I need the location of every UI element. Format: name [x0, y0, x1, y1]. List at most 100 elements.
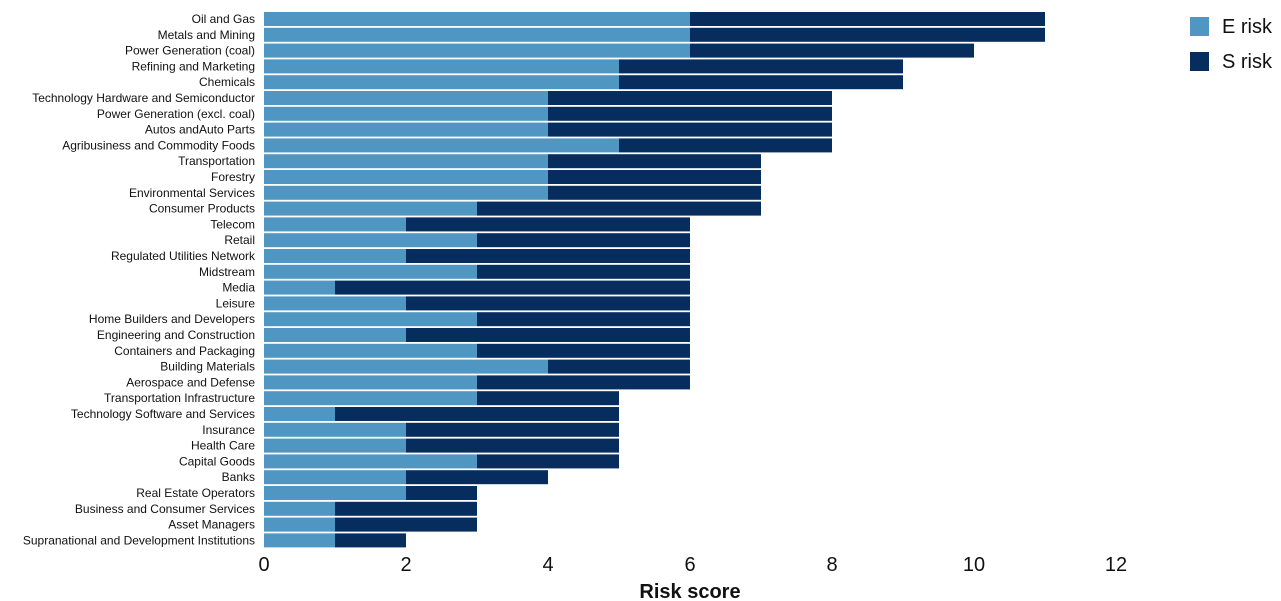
x-tick-label: 8 — [826, 554, 837, 576]
category-label: Capital Goods — [179, 454, 255, 468]
bar-e-risk — [264, 359, 548, 374]
bar-s-risk — [619, 138, 832, 153]
bar-e-risk — [264, 470, 406, 485]
bar-s-risk — [406, 296, 690, 311]
category-label: Transportation — [178, 154, 255, 168]
x-tick-label: 6 — [684, 554, 695, 576]
category-label: Agribusiness and Commodity Foods — [62, 138, 255, 152]
bar-e-risk — [264, 170, 548, 184]
category-label: Leisure — [216, 296, 256, 310]
bar-e-risk — [264, 27, 690, 42]
bar-s-risk — [548, 185, 761, 200]
category-label: Banks — [222, 470, 255, 484]
bar-s-risk — [548, 170, 761, 184]
category-label: Transportation Infrastructure — [104, 391, 255, 405]
category-label: Oil and Gas — [192, 12, 255, 26]
bar-s-risk — [335, 533, 406, 548]
bar-e-risk — [264, 501, 335, 516]
bar-e-risk — [264, 517, 335, 532]
category-label: Aerospace and Defense — [126, 375, 255, 389]
category-label: Telecom — [210, 217, 255, 231]
bar-e-risk — [264, 533, 335, 548]
bar-e-risk — [264, 122, 548, 137]
category-label: Midstream — [199, 265, 255, 279]
category-label: Chemicals — [199, 75, 255, 89]
bar-s-risk — [477, 264, 690, 279]
bar-e-risk — [264, 264, 477, 279]
category-label: Supranational and Development Institutio… — [23, 533, 255, 547]
bar-s-risk — [335, 501, 477, 516]
category-label: Health Care — [191, 439, 255, 453]
x-tick-label: 10 — [963, 554, 985, 576]
bar-e-risk — [264, 12, 690, 26]
bar-s-risk — [548, 154, 761, 169]
bar-s-risk — [335, 407, 619, 421]
x-tick-label: 12 — [1105, 554, 1127, 576]
bar-s-risk — [477, 375, 690, 390]
bar-s-risk — [335, 280, 690, 295]
x-tick-label: 4 — [542, 554, 553, 576]
bar-s-risk — [406, 249, 690, 263]
bar-e-risk — [264, 486, 406, 500]
bar-s-risk — [477, 201, 761, 216]
bar-e-risk — [264, 407, 335, 421]
x-axis-ticks: 0 2 4 6 8 10 12 — [258, 554, 1127, 576]
bar-e-risk — [264, 280, 335, 295]
bar-e-risk — [264, 375, 477, 390]
bar-e-risk — [264, 249, 406, 263]
bar-s-risk — [548, 106, 832, 121]
category-label: Metals and Mining — [158, 28, 255, 42]
bar-s-risk — [477, 312, 690, 327]
bar-e-risk — [264, 438, 406, 453]
bar-e-risk — [264, 185, 548, 200]
bar-e-risk — [264, 75, 619, 90]
category-label: Real Estate Operators — [136, 486, 255, 500]
category-label: Power Generation (excl. coal) — [97, 107, 255, 121]
category-label: Refining and Marketing — [132, 59, 255, 73]
category-label: Environmental Services — [129, 186, 255, 200]
bar-e-risk — [264, 138, 619, 153]
category-label: Insurance — [202, 423, 255, 437]
category-label: Technology Software and Services — [71, 407, 255, 421]
category-label: Engineering and Construction — [97, 328, 255, 342]
bar-e-risk — [264, 312, 477, 327]
legend-label-e-risk: E risk — [1222, 16, 1273, 38]
legend: E risk S risk — [1190, 16, 1273, 73]
x-tick-label: 2 — [400, 554, 411, 576]
bar-s-risk — [548, 359, 690, 374]
bar-s-risk — [690, 43, 974, 58]
bar-e-risk — [264, 106, 548, 121]
category-label: Consumer Products — [149, 202, 255, 216]
x-tick-label: 0 — [258, 554, 269, 576]
bar-s-risk — [619, 59, 903, 74]
bar-e-risk — [264, 43, 690, 58]
legend-label-s-risk: S risk — [1222, 51, 1273, 73]
bar-e-risk — [264, 201, 477, 216]
category-label: Home Builders and Developers — [89, 312, 255, 326]
bars-layer — [264, 12, 1045, 548]
bar-s-risk — [335, 517, 477, 532]
bar-s-risk — [477, 343, 690, 358]
bar-s-risk — [619, 75, 903, 90]
bar-e-risk — [264, 59, 619, 74]
bar-s-risk — [406, 486, 477, 500]
bar-s-risk — [548, 91, 832, 105]
bar-s-risk — [477, 454, 619, 469]
bar-e-risk — [264, 422, 406, 437]
category-label: Power Generation (coal) — [125, 44, 255, 58]
bar-s-risk — [548, 122, 832, 137]
bar-s-risk — [690, 27, 1045, 42]
bar-s-risk — [406, 470, 548, 485]
bar-e-risk — [264, 217, 406, 232]
bar-e-risk — [264, 454, 477, 469]
bar-s-risk — [406, 422, 619, 437]
category-label: Regulated Utilities Network — [111, 249, 256, 263]
category-label: Retail — [224, 233, 255, 247]
legend-swatch-e-risk — [1190, 17, 1209, 36]
category-label: Asset Managers — [168, 518, 255, 532]
bar-s-risk — [477, 233, 690, 248]
category-label: Autos andAuto Parts — [145, 123, 255, 137]
bar-s-risk — [406, 217, 690, 232]
category-label: Media — [222, 281, 255, 295]
